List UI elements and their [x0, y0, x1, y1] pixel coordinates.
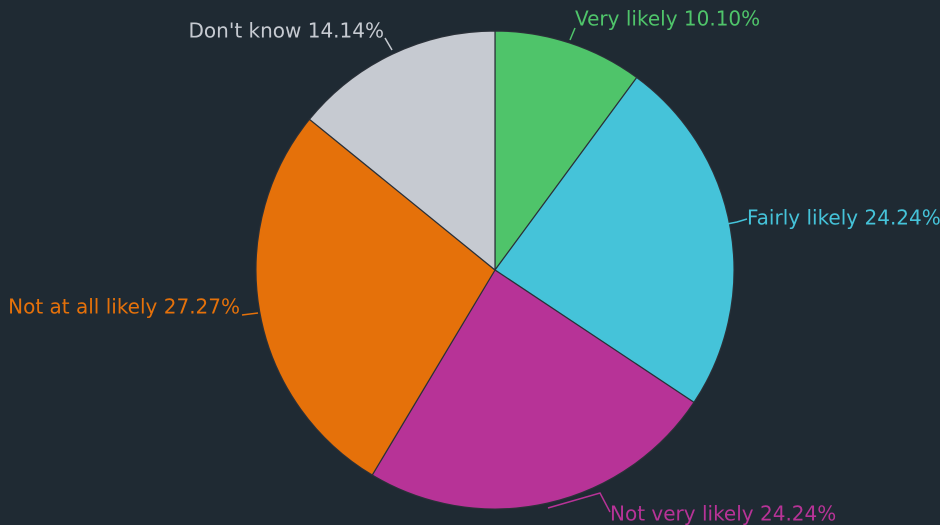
connector-fairly-likely [721, 218, 748, 226]
pie-slice-don-t-know[interactable] [308, 30, 496, 272]
connector-not-at-all-likely [241, 312, 259, 316]
connector-very-likely [569, 27, 576, 41]
pie-slice-not-very-likely[interactable] [371, 269, 695, 510]
slice-label-not-at-all-likely: Not at all likely 27.27% [8, 295, 240, 319]
pie-slice-very-likely[interactable] [494, 30, 638, 272]
pie-slice-fairly-likely[interactable] [494, 76, 735, 404]
label-connectors [241, 27, 748, 513]
pie-slices [255, 30, 735, 510]
slice-label-very-likely: Very likely 10.10% [575, 7, 760, 31]
slice-label-don-t-know: Don't know 14.14% [189, 19, 384, 43]
slice-label-fairly-likely: Fairly likely 24.24% [747, 206, 940, 230]
slice-labels: Very likely 10.10% Fairly likely 24.24% No… [8, 7, 940, 525]
slice-label-not-very-likely: Not very likely 24.24% [610, 502, 836, 525]
pie-slice-not-at-all-likely[interactable] [255, 118, 496, 476]
connector-not-very-likely [547, 492, 611, 513]
connector-don-t-know [384, 37, 393, 51]
